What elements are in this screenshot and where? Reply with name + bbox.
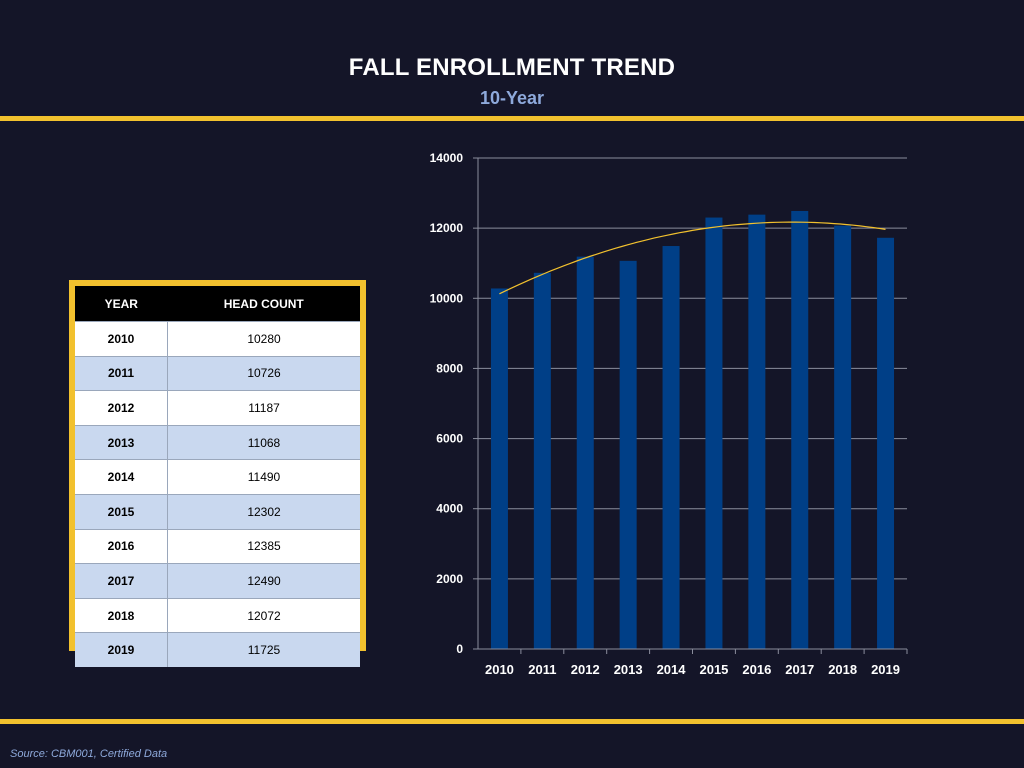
x-tick-label: 2017 (785, 662, 814, 677)
trendline (499, 221, 886, 295)
x-tick-label: 2016 (742, 662, 771, 677)
y-tick-label: 14000 (430, 151, 464, 165)
year-cell: 2010 (75, 321, 168, 357)
table-row: 2018 12072 (75, 597, 360, 633)
headcount-column-header: HEAD COUNT (167, 286, 360, 322)
year-cell: 2011 (75, 355, 168, 391)
y-tick-label: 0 (456, 642, 463, 656)
y-tick-label: 4000 (436, 502, 463, 516)
headcount-cell: 11068 (167, 424, 360, 460)
table-row: 2012 11187 (75, 390, 360, 426)
table-row: 2019 11725 (75, 632, 360, 667)
y-tick-label: 2000 (436, 572, 463, 586)
headcount-cell: 10280 (167, 321, 360, 357)
table-row: 2013 11068 (75, 424, 360, 460)
bar (791, 210, 809, 649)
year-cell: 2016 (75, 528, 168, 564)
bar (705, 217, 723, 650)
headcount-cell: 12072 (167, 597, 360, 633)
bar (490, 288, 508, 649)
page-title: FALL ENROLLMENT TREND (348, 54, 676, 81)
year-cell: 2019 (75, 632, 168, 667)
bottom-divider (0, 719, 1024, 724)
x-tick-label: 2019 (871, 662, 900, 677)
bar (834, 225, 852, 649)
x-tick-label: 2010 (485, 662, 514, 677)
x-tick-label: 2011 (528, 662, 556, 677)
x-tick-label: 2018 (828, 662, 857, 677)
x-tick-label: 2012 (571, 662, 600, 677)
year-cell: 2014 (75, 459, 168, 495)
year-cell: 2018 (75, 597, 168, 633)
y-tick-label: 12000 (430, 221, 464, 235)
year-cell: 2012 (75, 390, 168, 426)
top-divider (0, 116, 1024, 121)
headcount-cell: 12385 (167, 528, 360, 564)
headcount-cell: 12302 (167, 493, 360, 530)
x-tick-label: 2013 (614, 662, 643, 677)
year-cell: 2017 (75, 563, 168, 599)
y-tick-label: 8000 (436, 361, 463, 375)
x-tick-label: 2014 (657, 662, 687, 677)
table-row: 2010 10280 (75, 321, 360, 357)
source-note: Source: CBM001, Certified Data (10, 748, 168, 760)
enrollment-table-frame: YEAR HEAD COUNT 2010 10280 2011 10726 2012… (69, 280, 366, 667)
table-row: 2017 12490 (75, 563, 360, 599)
x-tick-label: 2015 (699, 662, 728, 677)
bar (748, 214, 766, 649)
headcount-cell: 11725 (167, 632, 360, 667)
year-column-header: YEAR (75, 286, 168, 322)
year-cell: 2015 (75, 493, 168, 530)
headcount-cell: 12490 (167, 563, 360, 599)
table-header-row: YEAR HEAD COUNT (75, 286, 360, 322)
table-row: 2011 10726 (75, 355, 360, 391)
headcount-cell: 11490 (167, 459, 360, 495)
table-row: 2014 11490 (75, 459, 360, 495)
year-cell: 2013 (75, 424, 168, 460)
enrollment-table: YEAR HEAD COUNT 2010 10280 2011 10726 2012… (75, 286, 360, 667)
bar (576, 256, 594, 649)
headcount-cell: 11187 (167, 390, 360, 426)
table-row: 2015 12302 (75, 493, 360, 530)
table-row: 2016 12385 (75, 528, 360, 564)
bar (662, 246, 680, 649)
y-tick-label: 6000 (436, 432, 463, 446)
headcount-cell: 10726 (167, 355, 360, 391)
y-tick-label: 10000 (430, 291, 464, 305)
page-subtitle: 10-Year (479, 88, 545, 108)
bar (619, 260, 637, 649)
bar (877, 237, 895, 649)
bar (533, 272, 551, 649)
